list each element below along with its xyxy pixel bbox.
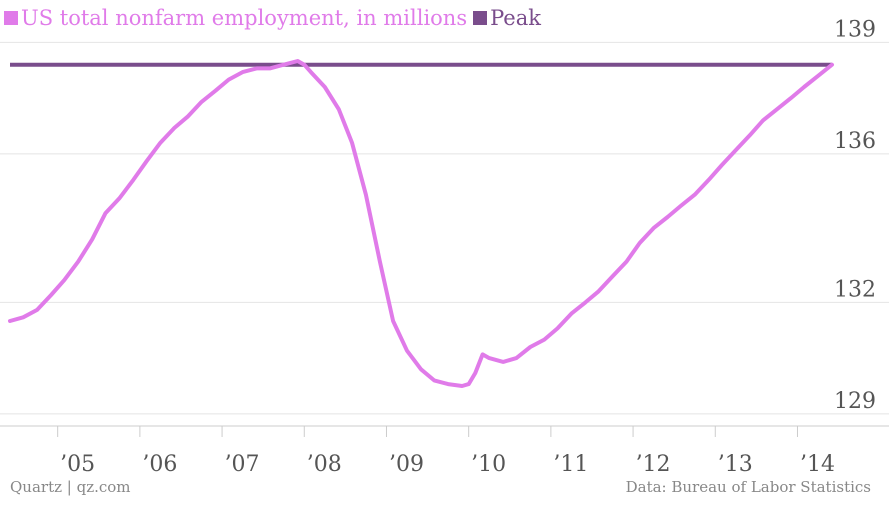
legend-label-employment: US total nonfarm employment, in millions [21,6,468,30]
legend-item-peak: Peak [473,6,541,30]
employment-line [8,59,834,388]
legend-swatch-peak [473,11,488,25]
x-axis [0,425,889,437]
x-axis-labels: ’05 ’06 ’07 ’08 ’09 ’10 ’11 ’12 ’13 ’14 [60,452,835,477]
y-tick-label-129: 129 [834,389,876,414]
x-tick-label-2007: ’07 [225,452,260,477]
y-tick-label-132: 132 [834,277,876,302]
legend: US total nonfarm employment, in millions… [4,2,547,34]
y-tick-label-136: 136 [834,129,876,154]
data-source: Data: Bureau of Labor Statistics [625,478,871,496]
series-lines [8,59,834,388]
x-tick-label-2006: ’06 [142,452,177,477]
x-tick-label-2010: ’10 [471,452,506,477]
x-tick-label-2008: ’08 [307,452,342,477]
x-tick-label-2009: ’09 [389,452,424,477]
x-tick-label-2014: ’14 [800,452,835,477]
x-tick-label-2012: ’12 [636,452,671,477]
x-tick-label-2013: ’13 [718,452,753,477]
legend-label-peak: Peak [490,6,541,30]
legend-swatch-employment [4,11,18,25]
y-axis-labels: 129 132 136 139 [834,17,876,413]
y-tick-label-139: 139 [834,17,876,42]
legend-item-employment: US total nonfarm employment, in millions [4,6,467,30]
grid-lines [0,41,889,415]
x-tick-label-2005: ’05 [60,452,95,477]
x-tick-label-2011: ’11 [553,452,588,477]
source-credit: Quartz | qz.com [10,478,131,496]
